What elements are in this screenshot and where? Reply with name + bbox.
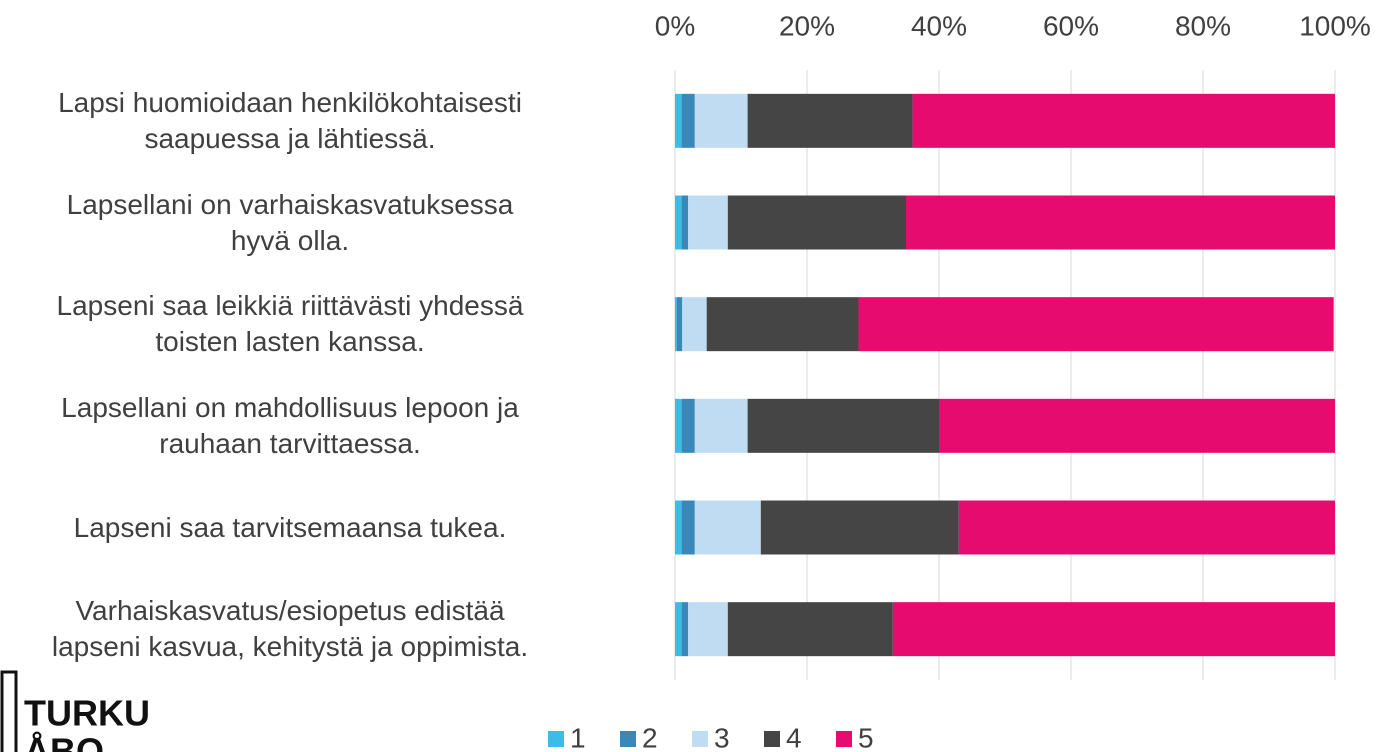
bar-segment: [694, 500, 761, 555]
category-label: Varhaiskasvatus/esiopetus edistää lapsen…: [51, 595, 529, 663]
bar-segment: [688, 195, 728, 250]
bar-segment: [682, 297, 707, 352]
bar-segment: [694, 398, 748, 453]
bar-segment: [906, 195, 1335, 250]
category-label: Lapsellani on varhaiskasvatuksessa hyvä …: [66, 188, 514, 256]
legend-label: 5: [858, 722, 874, 752]
x-tick-label: 100%: [1299, 10, 1371, 41]
logo-crest: [0, 670, 18, 752]
bar-segment: [676, 297, 683, 352]
bar-segment: [681, 602, 689, 657]
legend-swatch: [620, 731, 636, 747]
bar-segment: [675, 602, 682, 657]
bar-segment: [747, 398, 939, 453]
legend-label: 4: [786, 722, 802, 752]
legend-swatch: [836, 731, 852, 747]
bar-segment: [958, 500, 1335, 555]
legend-label: 1: [570, 722, 586, 752]
bar-segment: [688, 602, 728, 657]
bar-segment: [892, 602, 1335, 657]
logo-text: TURKU: [24, 693, 150, 734]
bar-segment: [675, 195, 682, 250]
legend-label: 3: [714, 722, 730, 752]
x-tick-label: 80%: [1175, 10, 1231, 41]
legend-swatch: [692, 731, 708, 747]
x-tick-label: 40%: [911, 10, 967, 41]
legend-label: 2: [642, 722, 658, 752]
legend-swatch: [548, 731, 564, 747]
bar-segment: [681, 500, 695, 555]
bar-segment: [675, 93, 682, 148]
bar-segment: [681, 195, 689, 250]
bar-segment: [675, 500, 682, 555]
x-tick-label: 0%: [655, 10, 695, 41]
x-tick-label: 60%: [1043, 10, 1099, 41]
bar-segment: [681, 398, 695, 453]
bar-segment: [681, 93, 695, 148]
bar-segment: [760, 500, 959, 555]
category-label: Lapseni saa tarvitsemaansa tukea.: [73, 511, 507, 543]
bar-segment: [939, 398, 1335, 453]
bar-segment: [694, 93, 748, 148]
legend-swatch: [764, 731, 780, 747]
category-label: Lapseni saa leikkiä riittävästi yhdessä …: [56, 290, 524, 358]
bar-segment: [675, 398, 682, 453]
logo-text: ÅBO: [24, 731, 104, 752]
category-label: Lapsellani on mahdollisuus lepoon ja rau…: [61, 391, 519, 459]
logo: TURKU ÅBO: [0, 670, 150, 752]
x-tick-label: 20%: [779, 10, 835, 41]
bar-segment: [912, 93, 1335, 148]
bar-segment: [727, 195, 906, 250]
bar-segment: [747, 93, 913, 148]
category-label: Lapsi huomioidaan henkilökohtaisesti saa…: [58, 86, 522, 154]
bar-segment: [706, 297, 859, 352]
bar-segment: [675, 297, 677, 352]
bar-segment: [858, 297, 1334, 352]
bar-segment: [727, 602, 893, 657]
